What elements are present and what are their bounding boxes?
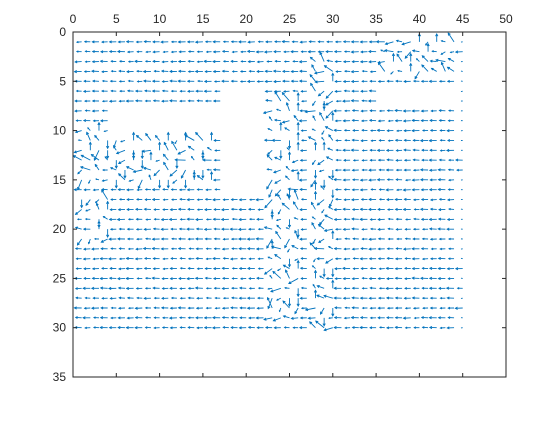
y-axis: 0 5 10 15 20 25 30 35	[53, 25, 506, 384]
quiver-arrow	[196, 133, 203, 141]
x-tick-label: 15	[196, 12, 210, 26]
x-tick-label: 50	[499, 12, 513, 26]
quiver-arrow	[320, 219, 325, 224]
quiver-arrow	[146, 134, 151, 141]
quiver-arrow	[276, 232, 281, 239]
quiver-arrow	[310, 75, 315, 82]
x-tick-label: 0	[70, 12, 77, 26]
quiver-arrow	[185, 135, 194, 140]
quiver-arrow	[282, 93, 289, 101]
quiver-arrow	[273, 271, 281, 278]
y-tick-label: 20	[53, 222, 67, 236]
y-tick-label: 30	[53, 321, 67, 335]
y-tick-label: 5	[59, 74, 66, 88]
vector-field	[73, 33, 462, 331]
x-tick-label: 35	[369, 12, 383, 26]
quiver-arrow	[289, 278, 298, 283]
quiver-arrow	[282, 203, 289, 209]
quiver-arrow	[154, 170, 159, 176]
plot-frame	[73, 32, 506, 377]
quiver-arrow	[326, 91, 333, 98]
quiver-arrow	[422, 56, 428, 62]
y-tick-label: 10	[53, 124, 67, 138]
quiver-arrow	[81, 155, 90, 160]
x-tick-label: 40	[413, 12, 427, 26]
quiver-arrow	[265, 269, 272, 275]
x-tick-label: 10	[153, 12, 167, 26]
quiver-arrow	[265, 200, 272, 208]
quiver-arrow	[285, 239, 290, 248]
quiver-arrow	[137, 136, 143, 141]
quiver-arrow	[170, 170, 177, 176]
quiver-arrowhead	[79, 140, 80, 141]
quiver-arrow	[293, 202, 298, 209]
quiver-arrow	[164, 162, 169, 170]
x-tick-label: 30	[326, 12, 340, 26]
quiver-arrow	[163, 154, 168, 160]
y-tick-label: 25	[53, 271, 67, 285]
x-tick-label: 5	[113, 12, 120, 26]
quiver-arrow	[76, 209, 82, 214]
quiver-arrow	[311, 83, 316, 91]
x-tick-label: 25	[283, 12, 297, 26]
quiver-arrowhead	[96, 179, 97, 180]
quiver-arrow	[378, 63, 384, 72]
quiver-arrow	[397, 54, 402, 61]
quiver-arrow	[422, 65, 428, 71]
quiver-arrow	[102, 190, 108, 200]
quiver-arrow	[317, 200, 324, 205]
quiver-arrow	[316, 321, 324, 328]
y-tick-label: 0	[59, 25, 66, 39]
y-tick-label: 35	[53, 370, 67, 384]
quiver-arrow	[275, 92, 281, 101]
y-tick-label: 15	[53, 173, 67, 187]
quiver-arrow	[172, 141, 177, 150]
quiver-arrow	[448, 33, 454, 42]
quiver-arrow	[310, 322, 316, 328]
quiver-arrow	[73, 156, 81, 160]
x-tick-label: 20	[240, 12, 254, 26]
quiver-arrow	[324, 66, 332, 72]
x-tick-label: 45	[456, 12, 470, 26]
x-axis: 0 5 10 15 20 25 30 35 40 45 50	[70, 12, 513, 377]
quiver-arrow	[267, 155, 272, 160]
quiver-arrow	[267, 180, 272, 189]
